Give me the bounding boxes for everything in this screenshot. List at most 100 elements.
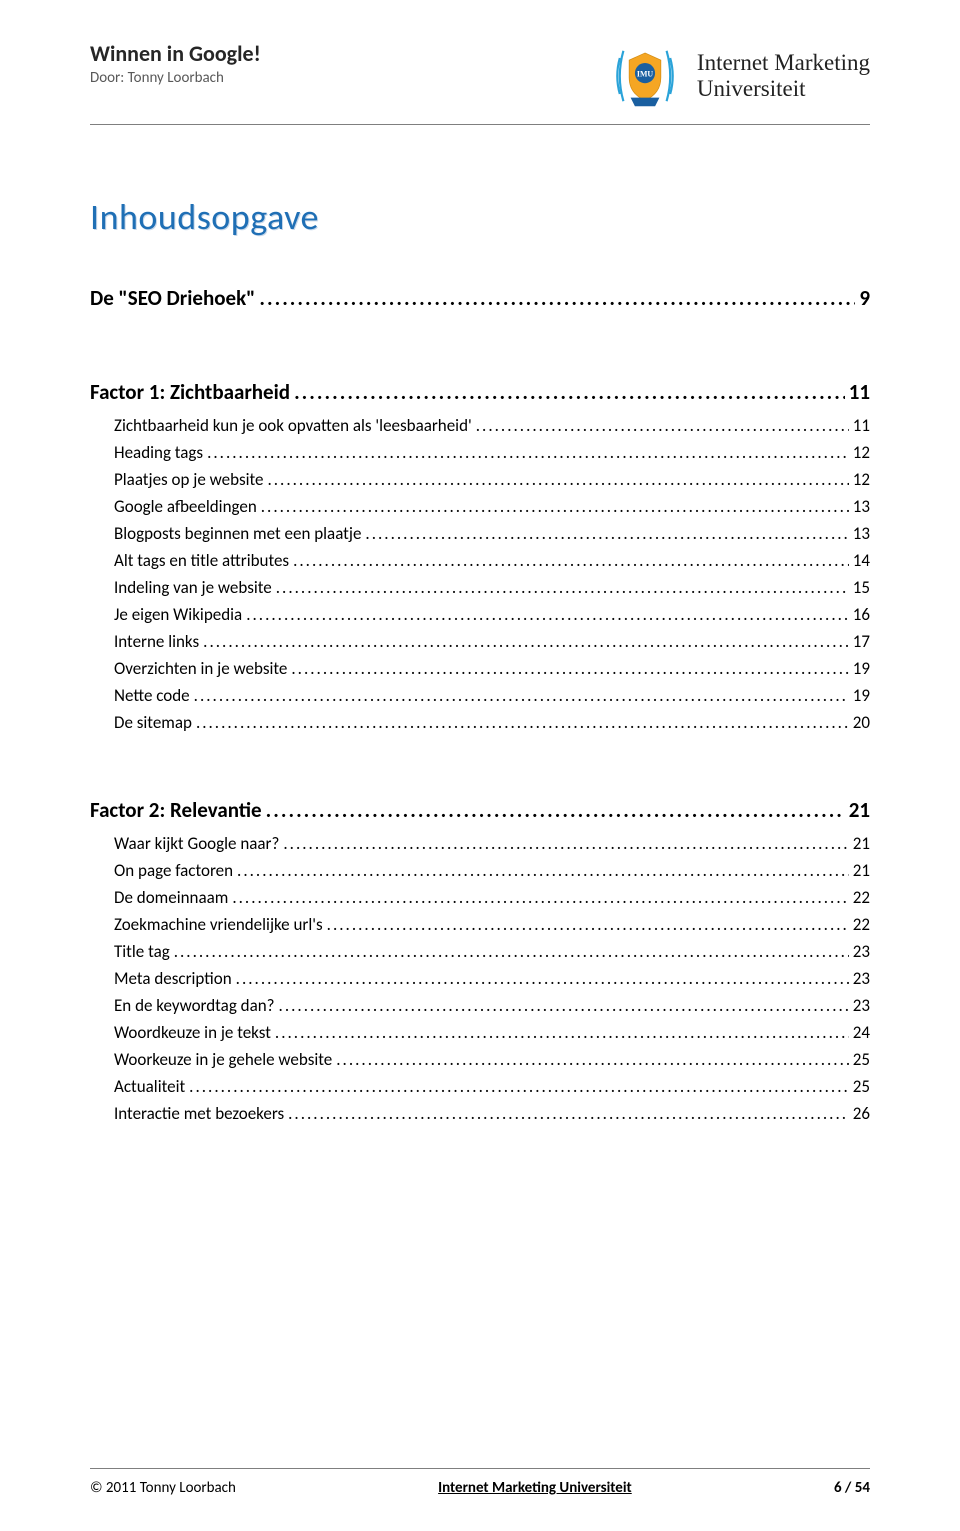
toc-entry-row[interactable]: Title tag23 [90,941,870,962]
toc-entry-row[interactable]: Plaatjes op je website 12 [90,469,870,490]
toc-entry-row[interactable]: En de keywordtag dan?23 [90,995,870,1016]
toc-entry-label: Woordkeuze in je tekst [114,1022,271,1043]
toc-entry-page: 17 [853,631,870,652]
toc-entry-label: Nette code [114,685,190,706]
toc-leader-dots [327,914,849,935]
header-right: IMU Internet Marketing Universiteit [609,40,870,112]
toc-leader-dots [365,523,848,544]
toc-entry-row[interactable]: Google afbeeldingen 13 [90,496,870,517]
toc-leader-dots [207,442,849,463]
toc-entry-row[interactable]: Je eigen Wikipedia 16 [90,604,870,625]
org-logo-line1: Internet Marketing [697,50,870,76]
toc-leader-dots [236,968,849,989]
toc-entry-page: 15 [853,577,870,598]
page-header: Winnen in Google! Door: Tonny Loorbach I… [90,40,870,125]
toc-leader-dots [246,604,849,625]
toc-entry-label: Indeling van je website [114,577,272,598]
toc-leader-dots [291,658,848,679]
toc-entry-row[interactable]: Zoekmachine vriendelijke url's22 [90,914,870,935]
toc-entry-label: Je eigen Wikipedia [114,604,242,625]
doc-title: Winnen in Google! [90,40,261,67]
toc-entry-row[interactable]: Alt tags en title attributes14 [90,550,870,571]
toc-entry-row[interactable]: On page factoren 21 [90,860,870,881]
toc-leader-dots [275,1022,849,1043]
toc-entry-page: 22 [853,914,870,935]
imu-badge-icon: IMU [609,40,681,112]
toc-entry-label: Waar kijkt Google naar? [114,833,279,854]
content: Inhoudsopgave De "SEO Driehoek"9Factor 1… [90,195,870,1124]
toc-entry-row[interactable]: Meta description 23 [90,968,870,989]
toc-entry-label: On page factoren [114,860,233,881]
toc-entry-page: 19 [853,685,870,706]
header-left: Winnen in Google! Door: Tonny Loorbach [90,40,261,87]
toc-entry-page: 14 [853,550,870,571]
toc-entry-label: Factor 1: Zichtbaarheid [90,379,290,405]
toc-heading-row[interactable]: De "SEO Driehoek" 9 [90,285,870,311]
toc-entry-row[interactable]: Blogposts beginnen met een plaatje13 [90,523,870,544]
toc-leader-dots [476,415,849,436]
toc-entry-label: De sitemap [114,712,192,733]
toc-entry-page: 24 [853,1022,870,1043]
toc-leader-dots [196,712,849,733]
toc-entry-label: Interactie met bezoekers [114,1103,284,1124]
org-logo-text: Internet Marketing Universiteit [697,50,870,103]
toc-entry-row[interactable]: Indeling van je website 15 [90,577,870,598]
toc-entry-page: 12 [853,442,870,463]
toc-heading-row[interactable]: Factor 1: Zichtbaarheid11 [90,379,870,405]
toc-entry-label: Plaatjes op je website [114,469,263,490]
toc-entry-row[interactable]: Actualiteit25 [90,1076,870,1097]
toc-entry-page: 22 [853,887,870,908]
toc-entry-label: Factor 2: Relevantie [90,797,262,823]
toc-section-gap [90,739,870,763]
toc-entry-label: Actualiteit [114,1076,185,1097]
toc-entry-page: 21 [853,860,870,881]
toc-entry-page: 21 [849,797,870,823]
toc-leader-dots [232,887,848,908]
toc-leader-dots [261,496,849,517]
toc-leader-dots [293,550,849,571]
toc-entry-page: 13 [853,496,870,517]
org-logo-line2: Universiteit [697,76,870,102]
toc-entry-row[interactable]: De domeinnaam22 [90,887,870,908]
toc-entry-row[interactable]: De sitemap 20 [90,712,870,733]
toc-entry-row[interactable]: Heading tags 12 [90,442,870,463]
toc-entry-label: Heading tags [114,442,203,463]
toc-entry-row[interactable]: Waar kijkt Google naar? 21 [90,833,870,854]
page: Winnen in Google! Door: Tonny Loorbach I… [0,0,960,1531]
toc-entry-row[interactable]: Interne links17 [90,631,870,652]
toc-entry-page: 16 [853,604,870,625]
toc-leader-dots [283,833,848,854]
page-footer: © 2011 Tonny Loorbach Internet Marketing… [90,1468,870,1497]
toc-entry-page: 26 [853,1103,870,1124]
toc-entry-row[interactable]: Interactie met bezoekers 26 [90,1103,870,1124]
footer-org-link[interactable]: Internet Marketing Universiteit [438,1479,632,1497]
toc-entry-row[interactable]: Nette code 19 [90,685,870,706]
toc-entry-label: Meta description [114,968,232,989]
footer-page-number: 6 / 54 [834,1479,870,1497]
toc-leader-dots [259,285,855,311]
toc-entry-page: 23 [853,968,870,989]
toc-entry-row[interactable]: Zichtbaarheid kun je ook opvatten als 'l… [90,415,870,436]
toc-entry-label: Overzichten in je website [114,658,287,679]
toc-entry-row[interactable]: Woorkeuze in je gehele website 25 [90,1049,870,1070]
toc-leader-dots [276,577,849,598]
toc-leader-dots [267,469,848,490]
toc-entry-page: 19 [853,658,870,679]
toc-entry-page: 20 [853,712,870,733]
toc-leader-dots [194,685,849,706]
toc-entry-page: 12 [853,469,870,490]
toc-entry-row[interactable]: Overzichten in je website 19 [90,658,870,679]
toc-entry-label: De "SEO Driehoek" [90,285,255,311]
toc-entry-label: Woorkeuze in je gehele website [114,1049,332,1070]
toc-entry-row[interactable]: Woordkeuze in je tekst 24 [90,1022,870,1043]
toc-leader-dots [237,860,849,881]
toc-leader-dots [279,995,849,1016]
toc-leader-dots [336,1049,849,1070]
toc-entry-page: 9 [859,285,870,311]
toc-heading-row[interactable]: Factor 2: Relevantie 21 [90,797,870,823]
toc-leader-dots [266,797,845,823]
toc-entry-label: Google afbeeldingen [114,496,257,517]
toc-entry-page: 25 [853,1049,870,1070]
toc-entry-page: 21 [853,833,870,854]
toc-entry-label: Blogposts beginnen met een plaatje [114,523,361,544]
